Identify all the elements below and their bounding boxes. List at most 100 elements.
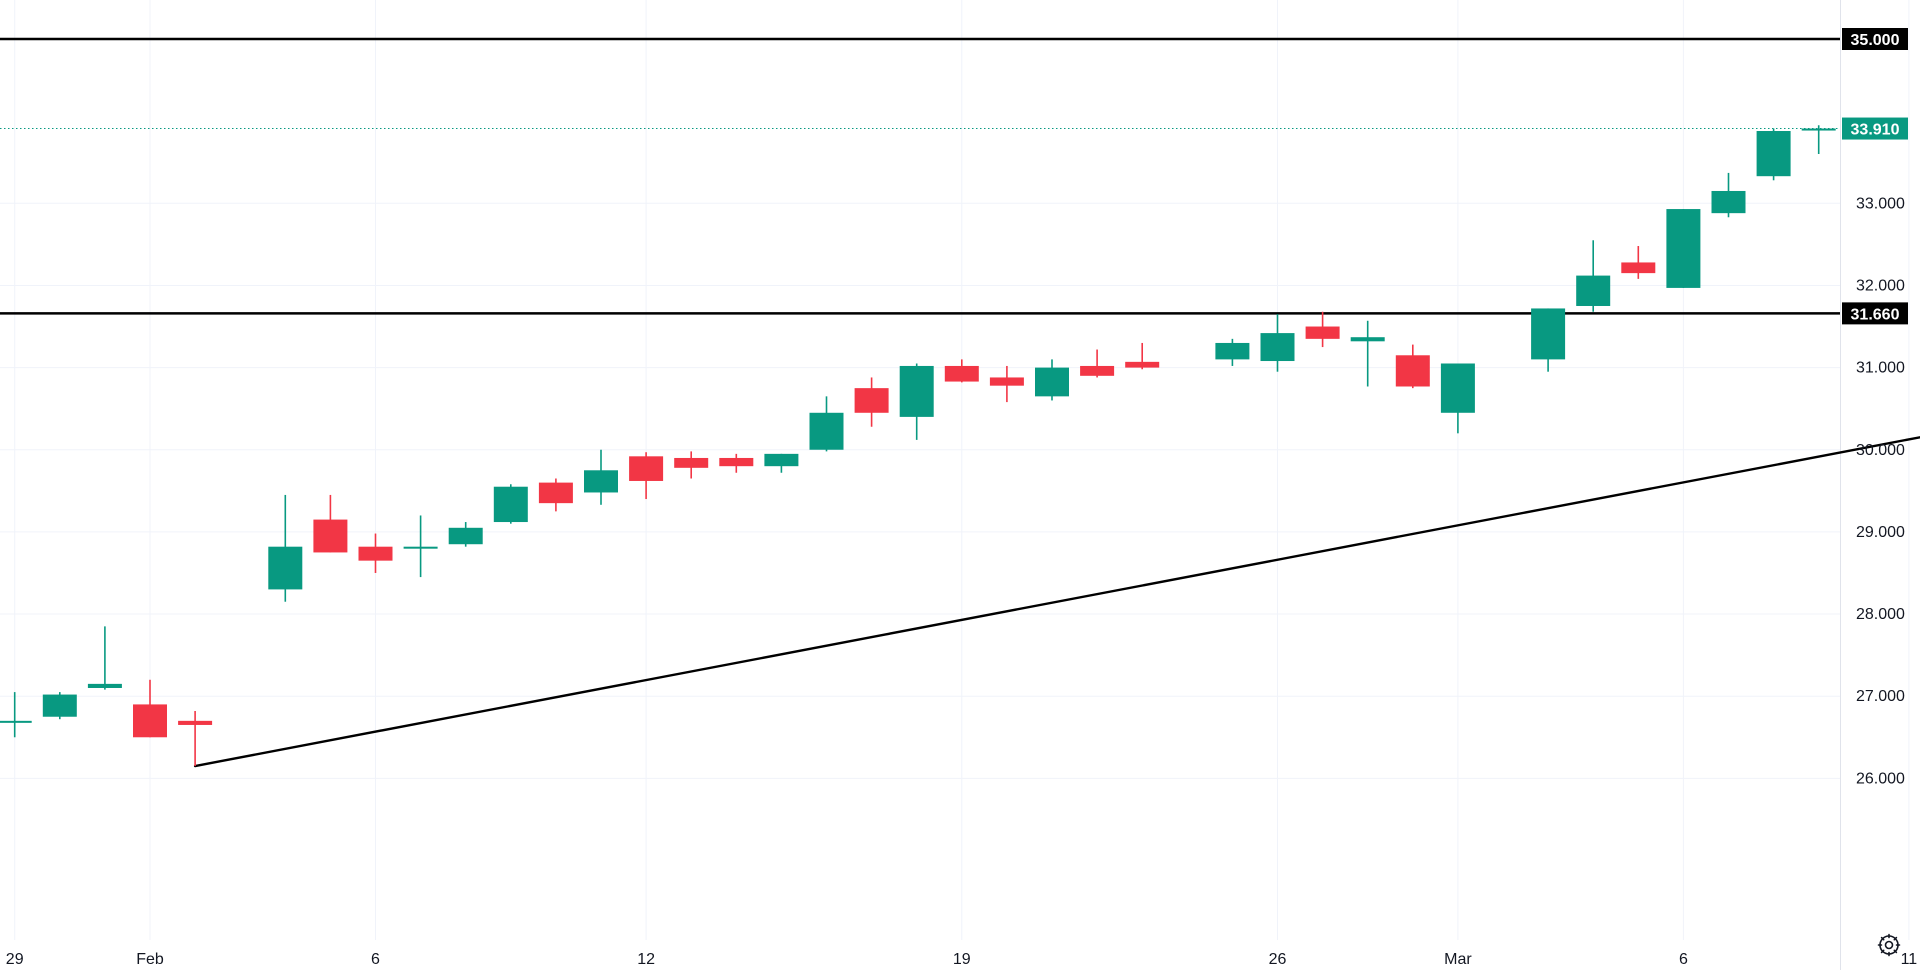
candle-body (1440, 363, 1475, 413)
candle-body (944, 365, 979, 382)
candle-body (1801, 128, 1836, 131)
candle-bearish[interactable] (944, 359, 979, 383)
candle-bearish[interactable] (674, 451, 709, 479)
candle-body (178, 720, 213, 725)
candle-bullish[interactable] (42, 692, 77, 720)
y-tick-label: 32.000 (1856, 277, 1905, 294)
candle-bearish[interactable] (1125, 342, 1160, 370)
x-tick-label: 6 (371, 951, 380, 968)
candle-body (1035, 367, 1069, 397)
y-tick-label: 30.000 (1856, 442, 1905, 459)
candle-bullish[interactable] (1440, 363, 1475, 434)
candle-body (1350, 337, 1385, 342)
y-tick-label: 28.000 (1856, 606, 1905, 623)
candle-body (764, 453, 799, 467)
candle-bullish[interactable] (584, 449, 618, 505)
x-tick-label: 26 (1269, 951, 1287, 968)
candle-body (1756, 131, 1791, 177)
trendline-layer[interactable] (193, 302, 1920, 768)
candle-body (0, 720, 32, 723)
candle-body (1711, 190, 1746, 214)
candle-bullish[interactable] (448, 522, 483, 547)
candle-bullish[interactable] (1350, 320, 1385, 387)
candle-body (1305, 326, 1340, 339)
candle-bearish[interactable] (358, 533, 393, 573)
y-tick-label: 31.000 (1856, 360, 1905, 377)
candle-bearish[interactable] (1621, 246, 1656, 279)
candle-bullish[interactable] (1801, 125, 1836, 155)
candle-bullish[interactable] (1035, 359, 1069, 401)
settings-gear-icon[interactable] (1876, 932, 1902, 958)
candle-bearish[interactable] (1305, 311, 1340, 348)
candle-bullish[interactable] (268, 494, 303, 602)
candle-bullish[interactable] (1260, 314, 1295, 372)
price-line-badge (1842, 28, 1908, 50)
price-line-badge-label: 35.000 (1851, 32, 1900, 49)
candle-bearish[interactable] (1395, 344, 1430, 389)
price-line-badge-label: 31.660 (1851, 306, 1900, 323)
candle-body (42, 694, 77, 717)
y-tick-label: 33.000 (1856, 195, 1905, 212)
candle-body (448, 527, 483, 545)
candle-bullish[interactable] (493, 484, 528, 524)
last-price-badge (1842, 117, 1908, 140)
candle-bullish[interactable] (1666, 209, 1701, 288)
candle-bearish[interactable] (719, 453, 754, 473)
candles-layer[interactable] (0, 125, 1836, 767)
candle-bearish[interactable] (989, 365, 1024, 403)
candle-bearish[interactable] (854, 377, 889, 427)
candle-body (313, 519, 348, 553)
candle-body (1080, 365, 1115, 376)
candle-body (1395, 355, 1430, 387)
trendline[interactable] (193, 302, 1920, 768)
x-tick-label: Mar (1444, 951, 1472, 968)
candle-body (1531, 308, 1566, 360)
price-badges: 35.000 31.660 33.910 (1842, 28, 1908, 325)
candle-body (268, 546, 303, 590)
candle-bullish[interactable] (1531, 308, 1566, 372)
candle-body (629, 456, 664, 481)
candle-bearish[interactable] (629, 452, 664, 500)
last-price-label: 33.910 (1851, 122, 1900, 139)
candle-bearish[interactable] (1080, 349, 1115, 378)
candle-bearish[interactable] (133, 679, 167, 738)
candle-bullish[interactable] (1711, 172, 1746, 218)
candle-bullish[interactable] (809, 396, 844, 452)
x-tick-label: 6 (1679, 951, 1688, 968)
candle-body (1215, 342, 1250, 360)
candle-bullish[interactable] (87, 626, 122, 690)
candle-bullish[interactable] (1756, 128, 1791, 181)
candle-bullish[interactable] (0, 692, 32, 738)
candle-bearish[interactable] (538, 478, 573, 512)
candle-body (538, 482, 573, 504)
candle-body (1621, 262, 1656, 274)
candle-bullish[interactable] (1576, 240, 1611, 312)
candle-bearish[interactable] (313, 494, 348, 553)
candle-body (674, 457, 709, 468)
candle-body (854, 388, 889, 413)
candle-body (133, 704, 167, 738)
x-tick-label: 19 (953, 951, 971, 968)
y-tick-label: 26.000 (1856, 770, 1905, 787)
candle-body (493, 486, 528, 523)
candle-body (1666, 209, 1701, 288)
candle-body (358, 546, 393, 561)
price-axis[interactable]: 26.000 27.000 28.000 29.000 30.000 31.000 32.0… (1856, 0, 1905, 787)
plot-area (0, 0, 1840, 940)
candle-body (989, 377, 1024, 386)
candle-body (1125, 361, 1160, 368)
candle-bullish[interactable] (1215, 338, 1250, 366)
candle-bullish[interactable] (764, 453, 799, 473)
candle-body (1576, 275, 1611, 306)
candle-bullish[interactable] (403, 515, 438, 578)
candle-bearish[interactable] (178, 710, 213, 767)
y-tick-label: 29.000 (1856, 524, 1905, 541)
x-tick-label: 11 (1901, 951, 1918, 968)
candle-bullish[interactable] (899, 363, 934, 440)
candle-body (584, 470, 618, 493)
time-axis[interactable]: 29Feb6121926Mar6111825 (6, 951, 1920, 968)
candle-body (809, 412, 844, 450)
